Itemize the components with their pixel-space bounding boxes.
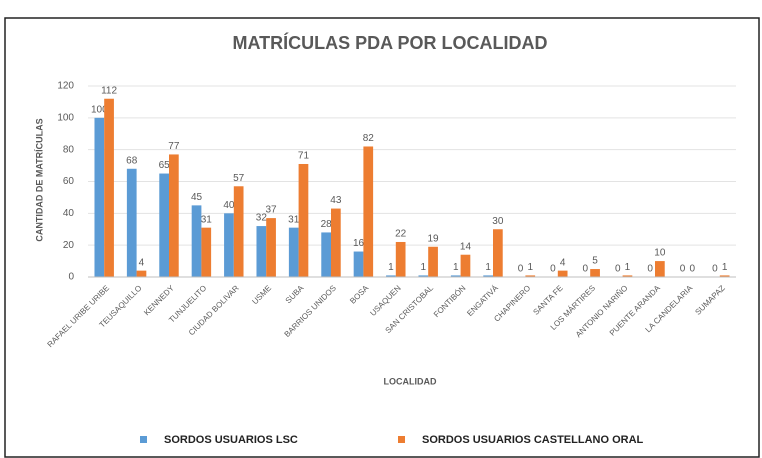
legend-label: SORDOS USUARIOS LSC <box>164 434 298 446</box>
bar <box>493 229 503 277</box>
bar <box>104 98 114 277</box>
y-tick-label: 120 <box>57 81 74 92</box>
bar <box>483 275 493 277</box>
chart-border <box>4 17 760 458</box>
y-tick-label: 0 <box>68 272 74 283</box>
bar <box>169 154 179 277</box>
bar <box>363 146 374 277</box>
data-label: 37 <box>265 205 277 216</box>
data-label: 0 <box>583 264 589 275</box>
data-label: 32 <box>256 213 268 224</box>
bar <box>288 227 299 277</box>
data-label: 31 <box>288 214 300 225</box>
data-label: 30 <box>492 216 504 227</box>
data-label: 112 <box>101 85 117 96</box>
bar <box>159 173 169 277</box>
chart-title: MATRÍCULAS PDA POR LOCALIDAD <box>233 32 548 53</box>
bar <box>557 270 568 277</box>
bar <box>224 213 234 277</box>
data-label: 0 <box>680 264 686 275</box>
data-label: 1 <box>485 262 491 273</box>
y-tick-label: 100 <box>57 112 74 123</box>
data-label: 1 <box>527 262 533 273</box>
data-label: 4 <box>139 257 145 268</box>
y-tick-label: 80 <box>63 144 75 155</box>
bar <box>428 246 438 277</box>
data-label: 22 <box>395 229 407 240</box>
bar <box>136 270 147 277</box>
data-label: 1 <box>625 262 631 273</box>
bar <box>126 168 137 277</box>
y-tick-label: 40 <box>63 208 75 219</box>
bar <box>331 208 341 277</box>
bar <box>233 186 244 277</box>
data-label: 100 <box>91 104 108 115</box>
data-label: 0 <box>712 264 718 275</box>
data-label: 19 <box>427 233 439 244</box>
y-tick-label: 60 <box>63 176 75 187</box>
bar <box>201 227 212 277</box>
data-label: 1 <box>421 262 427 273</box>
y-axis-title: CANTIDAD DE MATRÍCULAS <box>34 118 44 241</box>
bar <box>719 275 730 277</box>
data-label: 5 <box>592 256 598 267</box>
data-label: 14 <box>460 241 472 252</box>
bar <box>298 163 309 277</box>
legend-swatch <box>140 436 147 443</box>
data-label: 28 <box>321 219 333 230</box>
data-label: 1 <box>388 262 394 273</box>
legend-swatch <box>398 436 405 443</box>
data-label: 0 <box>689 264 695 275</box>
data-label: 1 <box>722 262 728 273</box>
data-label: 57 <box>233 173 245 184</box>
data-label: 40 <box>223 200 235 211</box>
bar <box>266 218 276 277</box>
legend-label: SORDOS USUARIOS CASTELLANO ORAL <box>422 434 644 446</box>
bar <box>590 269 600 277</box>
bar <box>395 241 406 277</box>
y-tick-label: 20 <box>63 240 75 251</box>
data-label: 65 <box>159 160 171 171</box>
bar <box>321 232 331 277</box>
data-label: 77 <box>168 141 180 152</box>
data-label: 71 <box>298 151 310 162</box>
bar <box>418 275 429 277</box>
data-label: 43 <box>330 195 342 206</box>
data-label: 1 <box>453 262 459 273</box>
data-label: 16 <box>353 238 365 249</box>
bar <box>450 275 461 277</box>
data-label: 82 <box>363 133 375 144</box>
data-label: 31 <box>201 214 213 225</box>
data-label: 0 <box>518 264 524 275</box>
bar <box>655 261 665 277</box>
data-label: 45 <box>191 192 203 203</box>
bar <box>94 117 105 277</box>
bar <box>386 275 396 277</box>
data-label: 10 <box>654 248 666 259</box>
bar <box>191 205 202 277</box>
data-label: 0 <box>647 264 653 275</box>
x-axis-title: LOCALIDAD <box>384 376 437 386</box>
bar <box>525 275 536 277</box>
bar <box>256 226 267 277</box>
data-label: 0 <box>550 264 556 275</box>
data-label: 4 <box>560 257 566 268</box>
data-label: 68 <box>126 155 138 166</box>
bar <box>622 275 633 277</box>
data-label: 0 <box>615 264 621 275</box>
bar <box>460 254 471 277</box>
bar <box>353 251 364 277</box>
